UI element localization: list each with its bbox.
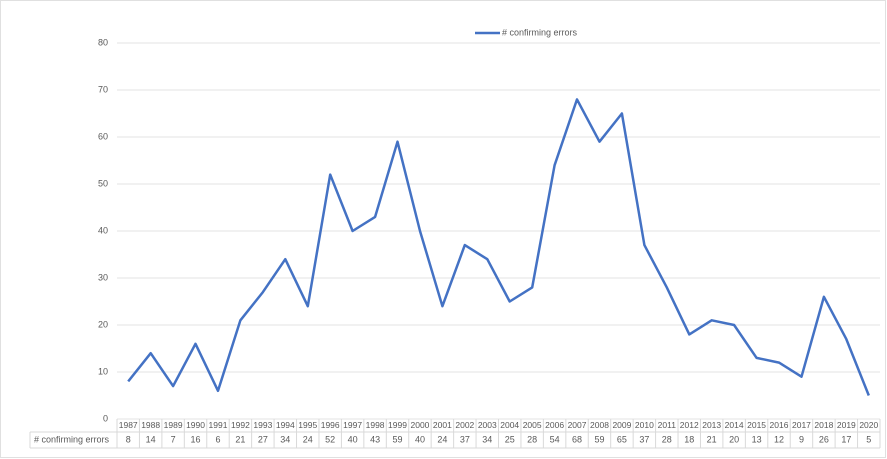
x-tick-label: 2012 [680,420,699,430]
x-tick-label: 2017 [792,420,811,430]
table-value: 59 [393,434,403,444]
table-value: 12 [774,434,784,444]
table-value: 40 [415,434,425,444]
x-tick-label: 2008 [590,420,609,430]
x-tick-label: 2019 [837,420,856,430]
y-tick-label: 50 [98,178,108,188]
table-value: 27 [258,434,268,444]
x-tick-label: 2001 [433,420,452,430]
x-tick-label: 2007 [568,420,587,430]
x-tick-label: 2020 [859,420,878,430]
x-tick-label: 1990 [186,420,205,430]
legend-label: # confirming errors [502,27,578,37]
table-value: 21 [707,434,717,444]
table-value: 54 [550,434,560,444]
x-tick-label: 1992 [231,420,250,430]
table-value: 28 [527,434,537,444]
table-value: 14 [146,434,156,444]
y-tick-label: 30 [98,272,108,282]
table-value: 43 [370,434,380,444]
table-value: 9 [799,434,804,444]
x-tick-label: 2011 [658,420,677,430]
x-tick-label: 1991 [209,420,228,430]
table-row-header: # confirming errors [34,434,110,444]
table-value: 13 [752,434,762,444]
table-value: 24 [437,434,447,444]
x-tick-label: 2015 [747,420,766,430]
table-value: 65 [617,434,627,444]
x-tick-label: 1989 [164,420,183,430]
table-value: 17 [841,434,851,444]
x-tick-label: 2005 [523,420,542,430]
x-tick-label: 1997 [343,420,362,430]
table-value: 68 [572,434,582,444]
x-tick-label: 1996 [321,420,340,430]
table-value: 25 [505,434,515,444]
table-value: 18 [684,434,694,444]
table-value: 21 [235,434,245,444]
table-value: 8 [126,434,131,444]
x-tick-label: 2006 [545,420,564,430]
table-value: 28 [662,434,672,444]
y-tick-label: 10 [98,366,108,376]
y-tick-label: 20 [98,319,108,329]
x-tick-label: 1998 [366,420,385,430]
y-tick-label: 70 [98,84,108,94]
table-value: 20 [729,434,739,444]
table-value: 16 [191,434,201,444]
x-tick-label: 2013 [702,420,721,430]
x-tick-label: 2010 [635,420,654,430]
data-line [127,98,870,396]
x-tick-label: 2002 [455,420,474,430]
table-value: 40 [348,434,358,444]
x-tick-label: 1993 [253,420,272,430]
x-tick-label: 2014 [725,420,744,430]
table-value: 5 [866,434,871,444]
x-tick-label: 1994 [276,420,295,430]
x-tick-label: 2004 [500,420,519,430]
table-value: 37 [639,434,649,444]
x-tick-label: 2000 [410,420,429,430]
x-tick-label: 2016 [770,420,789,430]
table-value: 59 [594,434,604,444]
y-tick-label: 60 [98,131,108,141]
table-value: 6 [215,434,220,444]
x-tick-label: 1987 [119,420,138,430]
table-value: 34 [482,434,492,444]
y-tick-label: 0 [103,413,108,423]
table-value: 7 [171,434,176,444]
x-tick-label: 2009 [612,420,631,430]
x-tick-label: 1995 [298,420,317,430]
y-tick-label: 80 [98,37,108,47]
x-tick-label: 2018 [814,420,833,430]
x-tick-label: 1988 [141,420,160,430]
x-tick-label: 2003 [478,420,497,430]
table-value: 52 [325,434,335,444]
table-value: 37 [460,434,470,444]
table-value: 34 [280,434,290,444]
y-tick-label: 40 [98,225,108,235]
x-tick-label: 1999 [388,420,407,430]
table-value: 26 [819,434,829,444]
table-value: 24 [303,434,313,444]
